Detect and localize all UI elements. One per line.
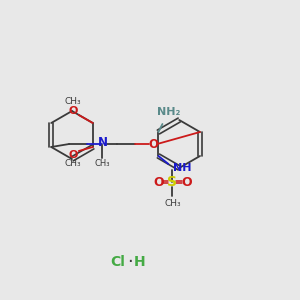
Text: CH₃: CH₃ [94, 160, 110, 169]
Text: O: O [68, 106, 77, 116]
Text: O: O [181, 176, 192, 188]
Text: O: O [148, 137, 158, 151]
Text: S: S [167, 175, 177, 189]
Text: ·: · [127, 253, 133, 271]
Text: CH₃: CH₃ [64, 98, 81, 106]
Text: H: H [134, 255, 146, 269]
Text: NH: NH [173, 163, 192, 173]
Text: CH₃: CH₃ [164, 199, 181, 208]
Text: N: N [98, 136, 108, 148]
Text: O: O [68, 150, 77, 160]
Text: CH₃: CH₃ [64, 160, 81, 169]
Text: O: O [153, 176, 164, 188]
Text: Cl: Cl [111, 255, 125, 269]
Text: NH₂: NH₂ [157, 107, 180, 117]
